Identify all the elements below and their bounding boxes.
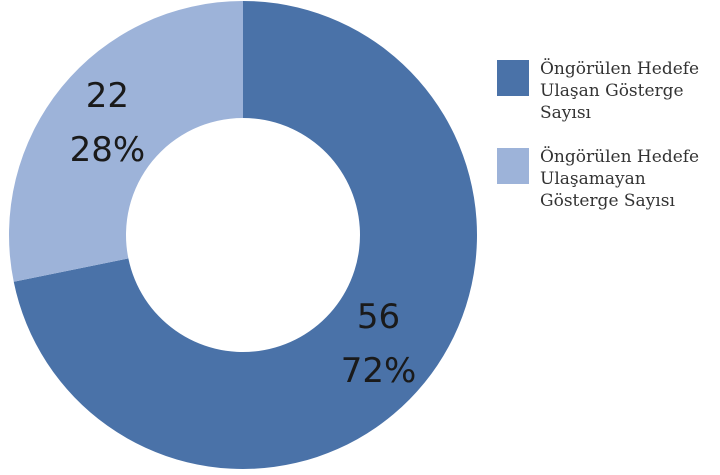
legend-item: Öngörülen Hedefe Ulaşan Gösterge Sayısı	[497, 58, 712, 124]
chart: 56 72% 22 28%	[9, 1, 478, 469]
donut-slice	[13, 1, 478, 469]
legend-label: Öngörülen Hedefe Ulaşamayan Gösterge Say…	[540, 147, 700, 211]
legend-swatch	[497, 60, 529, 96]
legend: Öngörülen Hedefe Ulaşan Gösterge Sayısı Ö…	[497, 58, 712, 234]
percent-label: 72%	[341, 351, 417, 391]
legend-swatch	[497, 148, 529, 184]
legend-item: Öngörülen Hedefe Ulaşamayan Gösterge Say…	[497, 146, 712, 212]
value-label: 22	[86, 76, 129, 116]
legend-label: Öngörülen Hedefe Ulaşan Gösterge Sayısı	[540, 59, 700, 123]
percent-label: 28%	[70, 130, 146, 170]
value-label: 56	[357, 297, 400, 337]
donut-slice	[9, 1, 243, 282]
